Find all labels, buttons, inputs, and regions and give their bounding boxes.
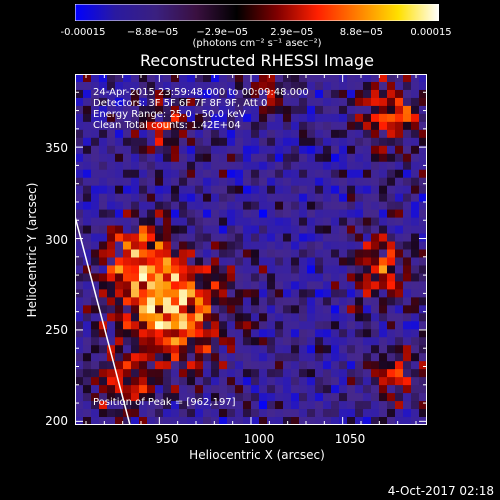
- colorbar-tick-label: 0.00015: [410, 27, 452, 38]
- y-axis-label: Heliocentric Y (arcsec): [25, 182, 39, 318]
- annotation-energy-range: Energy Range: 25.0 - 50.0 keV: [93, 109, 246, 120]
- colorbar-units: (photons cm⁻² s⁻¹ asec⁻²): [192, 38, 322, 49]
- heatmap-plot: [75, 74, 427, 425]
- solar-limb-line: [75, 216, 131, 425]
- colorbar: [75, 4, 439, 21]
- colorbar-tick-label: −2.9e−05: [196, 27, 248, 38]
- x-tick-label: 950: [155, 432, 179, 446]
- axis-tick-marks: [75, 74, 427, 425]
- y-tick-label: 300: [45, 233, 68, 247]
- x-tick-label: 1000: [243, 432, 275, 446]
- colorbar-tick-label: 8.8e−05: [339, 27, 383, 38]
- colorbar-tick-label: −8.8e−05: [126, 27, 179, 38]
- annotation-peak-position: Position of Peak = [962,197]: [93, 397, 236, 408]
- colorbar-tick-label: 2.9e−05: [270, 27, 314, 38]
- y-tick-label: 200: [45, 414, 68, 428]
- y-tick-label: 250: [45, 323, 68, 337]
- heatmap-cells: [75, 74, 427, 425]
- chart-title: Reconstructed RHESSI Image: [140, 51, 374, 70]
- annotation-total-counts: Clean Total counts: 1.42E+04: [93, 120, 241, 131]
- x-tick-label: 1050: [334, 432, 366, 446]
- colorbar-tick-label: -0.00015: [60, 27, 106, 38]
- y-tick-label: 350: [45, 141, 68, 155]
- annotation-time-range: 24-Apr-2015 23:59:48.000 to 00:09:48.000: [93, 87, 309, 98]
- x-axis-label: Heliocentric X (arcsec): [189, 448, 325, 462]
- footer-timestamp: 4-Oct-2017 02:18: [387, 484, 494, 498]
- annotation-detectors: Detectors: 3F 5F 6F 7F 8F 9F, Att 0: [93, 98, 268, 109]
